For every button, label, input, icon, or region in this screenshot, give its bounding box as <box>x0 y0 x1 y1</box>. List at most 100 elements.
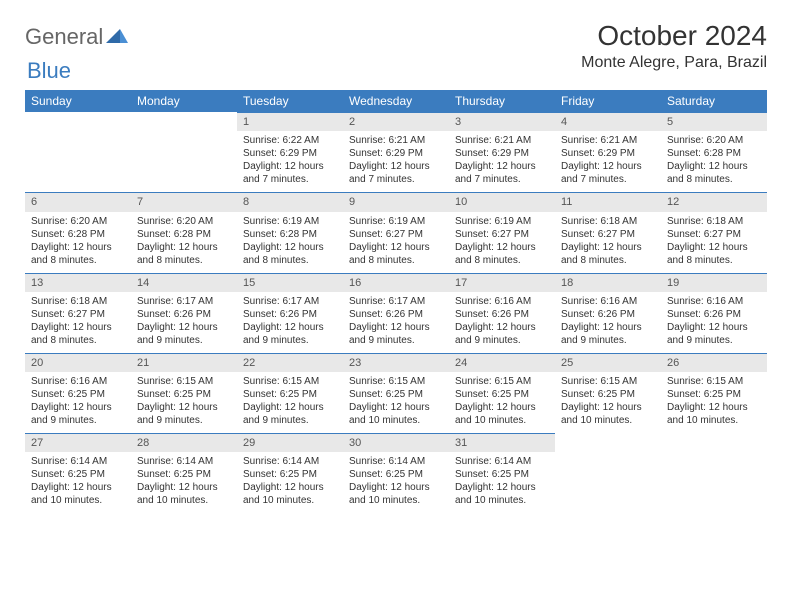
weekday-header: Thursday <box>449 90 555 112</box>
daylight-text: Daylight: 12 hours and 10 minutes. <box>349 481 443 507</box>
weekday-header: Friday <box>555 90 661 112</box>
sunrise-text: Sunrise: 6:16 AM <box>667 295 761 308</box>
sunrise-text: Sunrise: 6:17 AM <box>137 295 231 308</box>
day-number: 14 <box>131 273 237 292</box>
sunset-text: Sunset: 6:25 PM <box>349 388 443 401</box>
day-body: Sunrise: 6:15 AMSunset: 6:25 PMDaylight:… <box>555 372 661 433</box>
day-number: 20 <box>25 353 131 372</box>
sunrise-text: Sunrise: 6:20 AM <box>137 215 231 228</box>
sunset-text: Sunset: 6:29 PM <box>349 147 443 160</box>
logo-mark-icon <box>106 29 128 43</box>
sunset-text: Sunset: 6:26 PM <box>561 308 655 321</box>
sunrise-text: Sunrise: 6:14 AM <box>137 455 231 468</box>
daylight-text: Daylight: 12 hours and 10 minutes. <box>455 481 549 507</box>
calendar-day-cell: 30Sunrise: 6:14 AMSunset: 6:25 PMDayligh… <box>343 433 449 513</box>
calendar-day-cell: 20Sunrise: 6:16 AMSunset: 6:25 PMDayligh… <box>25 353 131 433</box>
sunset-text: Sunset: 6:26 PM <box>137 308 231 321</box>
day-body: Sunrise: 6:17 AMSunset: 6:26 PMDaylight:… <box>237 292 343 353</box>
calendar-day-cell: 16Sunrise: 6:17 AMSunset: 6:26 PMDayligh… <box>343 273 449 353</box>
calendar-day-cell: 1Sunrise: 6:22 AMSunset: 6:29 PMDaylight… <box>237 112 343 192</box>
day-number: 30 <box>343 433 449 452</box>
sunset-text: Sunset: 6:26 PM <box>455 308 549 321</box>
sunrise-text: Sunrise: 6:15 AM <box>561 375 655 388</box>
sunrise-text: Sunrise: 6:14 AM <box>31 455 125 468</box>
sunset-text: Sunset: 6:26 PM <box>243 308 337 321</box>
sunset-text: Sunset: 6:25 PM <box>349 468 443 481</box>
daylight-text: Daylight: 12 hours and 9 minutes. <box>561 321 655 347</box>
weekday-header: Saturday <box>661 90 767 112</box>
location-label: Monte Alegre, Para, Brazil <box>581 54 767 72</box>
sunset-text: Sunset: 6:29 PM <box>561 147 655 160</box>
calendar-day-cell: 8Sunrise: 6:19 AMSunset: 6:28 PMDaylight… <box>237 192 343 272</box>
daylight-text: Daylight: 12 hours and 7 minutes. <box>561 160 655 186</box>
day-number: 29 <box>237 433 343 452</box>
day-number: 22 <box>237 353 343 372</box>
calendar-body: 1Sunrise: 6:22 AMSunset: 6:29 PMDaylight… <box>25 112 767 513</box>
sunrise-text: Sunrise: 6:14 AM <box>243 455 337 468</box>
daylight-text: Daylight: 12 hours and 8 minutes. <box>349 241 443 267</box>
day-body: Sunrise: 6:15 AMSunset: 6:25 PMDaylight:… <box>237 372 343 433</box>
sunset-text: Sunset: 6:26 PM <box>667 308 761 321</box>
sunset-text: Sunset: 6:27 PM <box>455 228 549 241</box>
day-body: Sunrise: 6:14 AMSunset: 6:25 PMDaylight:… <box>449 452 555 513</box>
calendar-day-cell: 10Sunrise: 6:19 AMSunset: 6:27 PMDayligh… <box>449 192 555 272</box>
day-number: 2 <box>343 112 449 131</box>
day-number: 1 <box>237 112 343 131</box>
sunrise-text: Sunrise: 6:21 AM <box>455 134 549 147</box>
calendar-day-cell: 21Sunrise: 6:15 AMSunset: 6:25 PMDayligh… <box>131 353 237 433</box>
calendar-day-cell: 19Sunrise: 6:16 AMSunset: 6:26 PMDayligh… <box>661 273 767 353</box>
daylight-text: Daylight: 12 hours and 7 minutes. <box>349 160 443 186</box>
calendar-day-cell: 23Sunrise: 6:15 AMSunset: 6:25 PMDayligh… <box>343 353 449 433</box>
daylight-text: Daylight: 12 hours and 8 minutes. <box>31 241 125 267</box>
daylight-text: Daylight: 12 hours and 8 minutes. <box>31 321 125 347</box>
day-number: 8 <box>237 192 343 211</box>
day-body: Sunrise: 6:14 AMSunset: 6:25 PMDaylight:… <box>25 452 131 513</box>
calendar-day-cell: 7Sunrise: 6:20 AMSunset: 6:28 PMDaylight… <box>131 192 237 272</box>
sunrise-text: Sunrise: 6:19 AM <box>349 215 443 228</box>
calendar-day-cell <box>555 433 661 513</box>
day-body: Sunrise: 6:15 AMSunset: 6:25 PMDaylight:… <box>343 372 449 433</box>
calendar-day-cell: 5Sunrise: 6:20 AMSunset: 6:28 PMDaylight… <box>661 112 767 192</box>
calendar-day-cell: 22Sunrise: 6:15 AMSunset: 6:25 PMDayligh… <box>237 353 343 433</box>
day-body: Sunrise: 6:17 AMSunset: 6:26 PMDaylight:… <box>131 292 237 353</box>
calendar-day-cell: 2Sunrise: 6:21 AMSunset: 6:29 PMDaylight… <box>343 112 449 192</box>
day-number: 12 <box>661 192 767 211</box>
sunset-text: Sunset: 6:27 PM <box>349 228 443 241</box>
daylight-text: Daylight: 12 hours and 10 minutes. <box>667 401 761 427</box>
sunrise-text: Sunrise: 6:15 AM <box>349 375 443 388</box>
day-number: 10 <box>449 192 555 211</box>
day-body: Sunrise: 6:21 AMSunset: 6:29 PMDaylight:… <box>555 131 661 192</box>
calendar-week-row: 1Sunrise: 6:22 AMSunset: 6:29 PMDaylight… <box>25 112 767 192</box>
daylight-text: Daylight: 12 hours and 10 minutes. <box>137 481 231 507</box>
day-number: 17 <box>449 273 555 292</box>
calendar-day-cell: 25Sunrise: 6:15 AMSunset: 6:25 PMDayligh… <box>555 353 661 433</box>
day-body: Sunrise: 6:16 AMSunset: 6:26 PMDaylight:… <box>661 292 767 353</box>
sunset-text: Sunset: 6:28 PM <box>31 228 125 241</box>
sunrise-text: Sunrise: 6:15 AM <box>455 375 549 388</box>
daylight-text: Daylight: 12 hours and 10 minutes. <box>455 401 549 427</box>
sunrise-text: Sunrise: 6:16 AM <box>455 295 549 308</box>
calendar-day-cell: 28Sunrise: 6:14 AMSunset: 6:25 PMDayligh… <box>131 433 237 513</box>
day-body: Sunrise: 6:20 AMSunset: 6:28 PMDaylight:… <box>131 212 237 273</box>
day-body: Sunrise: 6:16 AMSunset: 6:26 PMDaylight:… <box>449 292 555 353</box>
day-body: Sunrise: 6:18 AMSunset: 6:27 PMDaylight:… <box>555 212 661 273</box>
daylight-text: Daylight: 12 hours and 9 minutes. <box>455 321 549 347</box>
daylight-text: Daylight: 12 hours and 8 minutes. <box>455 241 549 267</box>
day-body: Sunrise: 6:16 AMSunset: 6:26 PMDaylight:… <box>555 292 661 353</box>
daylight-text: Daylight: 12 hours and 9 minutes. <box>137 321 231 347</box>
logo-text-2: Blue <box>27 58 71 84</box>
daylight-text: Daylight: 12 hours and 8 minutes. <box>667 160 761 186</box>
sunset-text: Sunset: 6:26 PM <box>349 308 443 321</box>
daylight-text: Daylight: 12 hours and 9 minutes. <box>243 321 337 347</box>
calendar-day-cell: 15Sunrise: 6:17 AMSunset: 6:26 PMDayligh… <box>237 273 343 353</box>
sunset-text: Sunset: 6:25 PM <box>455 388 549 401</box>
calendar-week-row: 27Sunrise: 6:14 AMSunset: 6:25 PMDayligh… <box>25 433 767 513</box>
day-body: Sunrise: 6:14 AMSunset: 6:25 PMDaylight:… <box>237 452 343 513</box>
day-body: Sunrise: 6:18 AMSunset: 6:27 PMDaylight:… <box>661 212 767 273</box>
calendar-day-cell: 29Sunrise: 6:14 AMSunset: 6:25 PMDayligh… <box>237 433 343 513</box>
sunset-text: Sunset: 6:25 PM <box>137 468 231 481</box>
sunrise-text: Sunrise: 6:15 AM <box>243 375 337 388</box>
sunset-text: Sunset: 6:29 PM <box>455 147 549 160</box>
calendar-day-cell: 4Sunrise: 6:21 AMSunset: 6:29 PMDaylight… <box>555 112 661 192</box>
day-number: 9 <box>343 192 449 211</box>
